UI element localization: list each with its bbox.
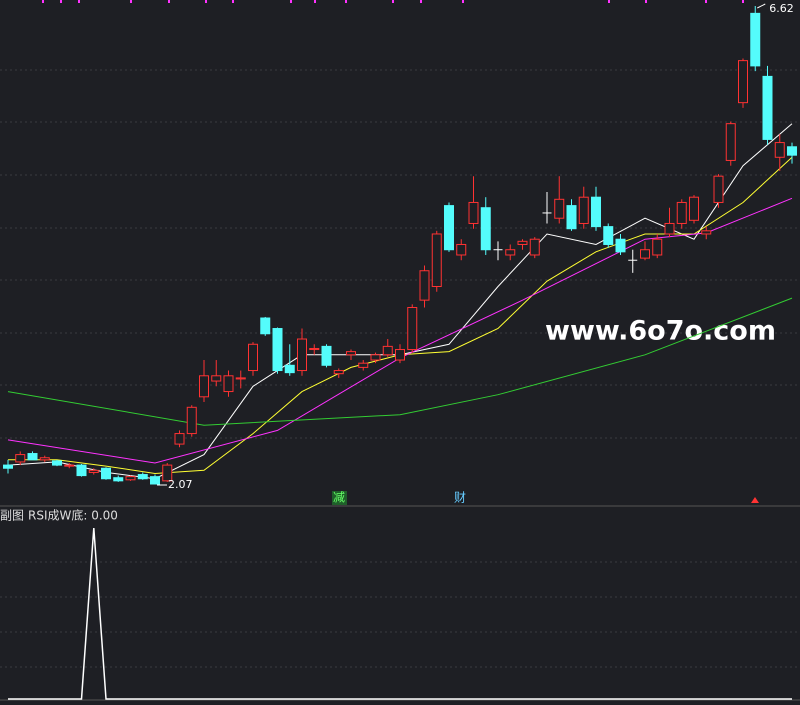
indicator-line [8, 527, 792, 700]
candle-body [309, 347, 320, 351]
candle-body [101, 467, 111, 480]
candle-body [505, 249, 516, 256]
candle-body [529, 238, 540, 256]
candle-body [3, 464, 13, 469]
candle-body [150, 476, 160, 485]
candle-body [578, 196, 589, 224]
candle-body [113, 477, 124, 482]
candle-body [333, 370, 344, 375]
candle-body [284, 364, 295, 374]
candle-body [260, 317, 271, 335]
candle-body [738, 60, 748, 104]
marker-bg [332, 491, 347, 505]
candle-body [382, 345, 393, 356]
candle-body [750, 12, 761, 67]
candle-body [689, 196, 699, 221]
candle-body [39, 457, 50, 461]
candle-body [76, 464, 87, 477]
candle-body [162, 464, 173, 482]
candle-body [603, 226, 614, 245]
candle-body [15, 454, 26, 463]
candle-body [52, 460, 62, 466]
candle-body [186, 406, 197, 435]
candle-body [652, 238, 663, 256]
candle-body [640, 249, 650, 259]
candle-body [64, 464, 75, 467]
marker: 减 [333, 491, 345, 505]
candle-body [137, 474, 148, 480]
candle-body [125, 476, 136, 481]
candle-body [88, 469, 99, 473]
candle-body [701, 230, 712, 235]
candle-body [664, 222, 675, 235]
up-arrow [751, 497, 759, 503]
candle-body [223, 375, 234, 393]
candle-body [370, 354, 381, 361]
candle-body [456, 243, 467, 256]
candle-body [419, 270, 430, 301]
moving-average [7, 197, 793, 464]
watermark: www.6o7o.com [545, 316, 776, 347]
candle-body [27, 453, 38, 461]
candle-body [431, 233, 442, 287]
top-signals [42, 0, 744, 3]
candle-body [272, 328, 283, 372]
annotation-arrow [757, 3, 766, 9]
candle-body [248, 343, 258, 372]
candle-body [480, 207, 491, 251]
candle-body [517, 240, 528, 245]
candle-body [321, 345, 332, 366]
panel-title: 副图 [0, 509, 24, 523]
candle-body [174, 433, 185, 445]
candle-body [713, 175, 724, 203]
marker: 财 [454, 491, 466, 505]
indicator-label: RSI成W底: 0.00 [28, 508, 118, 523]
candle-body [199, 375, 209, 398]
candle-body [211, 375, 222, 382]
candle-body [725, 123, 736, 161]
candle-body [235, 377, 246, 380]
candle-body [395, 349, 405, 361]
candle-body [554, 198, 565, 219]
candle-body [591, 196, 601, 228]
candle-body [762, 75, 773, 140]
candle-body [407, 307, 418, 351]
high-label: 6.62 [769, 2, 794, 15]
candle-body [468, 201, 479, 224]
candle-body [615, 238, 626, 253]
candle-body [566, 205, 577, 230]
moving-average [7, 297, 793, 426]
candle-body [346, 351, 356, 356]
candle-body [297, 338, 307, 372]
candle-body [444, 205, 454, 251]
candle-body [676, 201, 687, 224]
candle-body [774, 142, 785, 158]
low-label: 2.07 [168, 478, 193, 491]
candle-body [358, 362, 369, 368]
candle-body [787, 146, 797, 156]
